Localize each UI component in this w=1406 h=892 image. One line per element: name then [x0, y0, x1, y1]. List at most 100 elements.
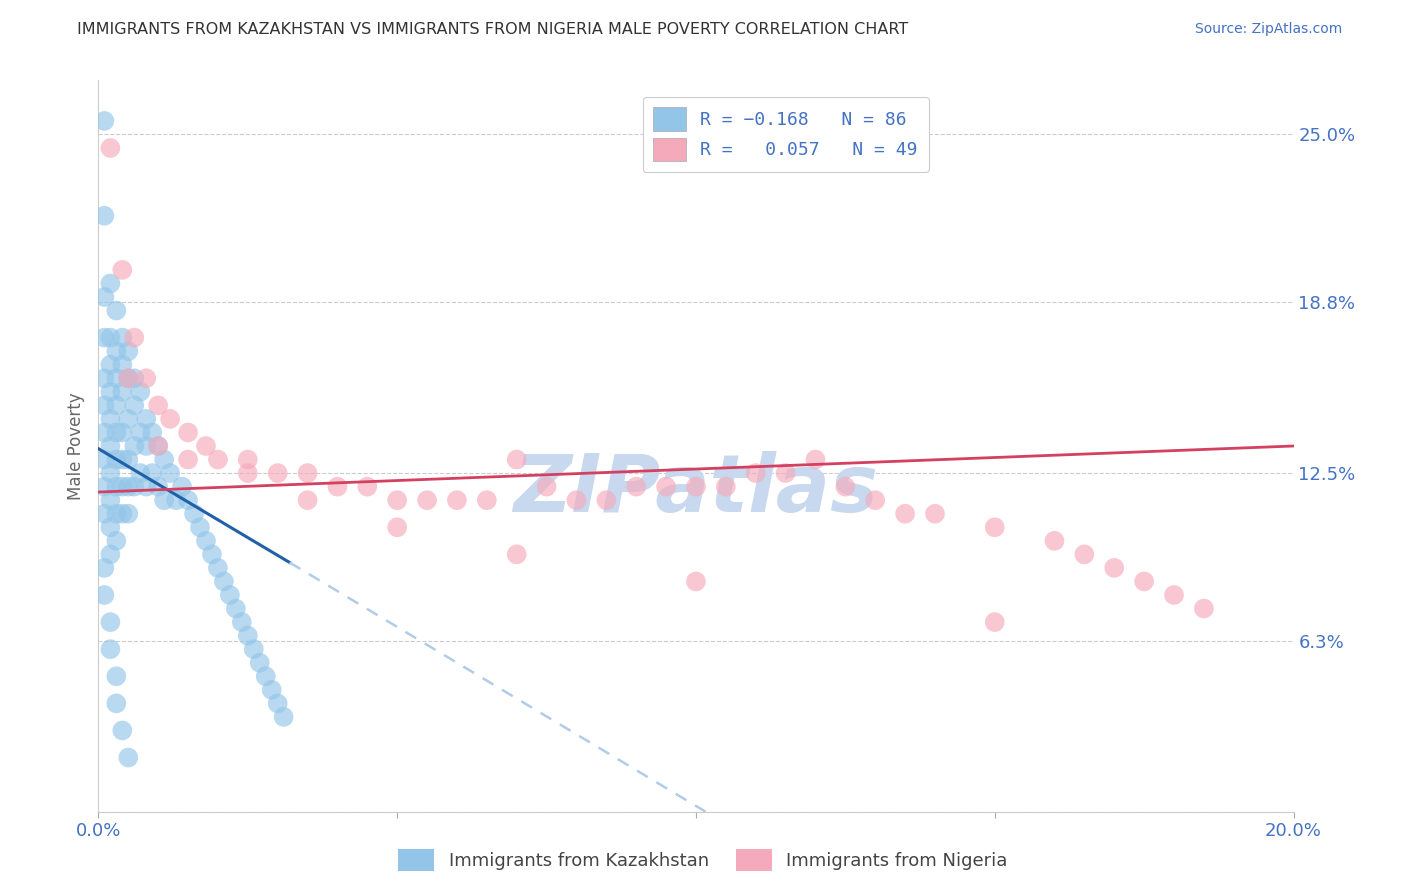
Point	[98, 493, 122, 508]
Point	[655, 480, 678, 494]
Point	[207, 452, 229, 467]
Point	[117, 412, 139, 426]
Point	[148, 480, 170, 494]
Point	[148, 439, 170, 453]
Text: IMMIGRANTS FROM KAZAKHSTAN VS IMMIGRANTS FROM NIGERIA MALE POVERTY CORRELATION C: IMMIGRANTS FROM KAZAKHSTAN VS IMMIGRANTS…	[77, 22, 908, 37]
Point	[165, 493, 187, 508]
Point	[105, 371, 128, 385]
Point	[159, 412, 181, 426]
Point	[105, 303, 128, 318]
Point	[93, 209, 115, 223]
Point	[129, 384, 152, 399]
Point	[93, 331, 115, 345]
Point	[124, 371, 146, 385]
Point	[98, 466, 122, 480]
Point	[93, 114, 115, 128]
Point	[105, 669, 128, 683]
Point	[1192, 601, 1215, 615]
Point	[804, 452, 827, 467]
Point	[565, 493, 588, 508]
Point	[865, 493, 887, 508]
Point	[177, 493, 200, 508]
Point	[446, 493, 468, 508]
Point	[98, 615, 122, 629]
Point	[1043, 533, 1066, 548]
Point	[105, 398, 128, 412]
Point	[117, 480, 139, 494]
Point	[124, 331, 146, 345]
Point	[111, 425, 134, 440]
Point	[236, 466, 259, 480]
Point	[98, 384, 122, 399]
Point	[297, 466, 319, 480]
Point	[1073, 547, 1095, 561]
Point	[201, 547, 224, 561]
Point	[98, 520, 122, 534]
Legend: R = −0.168   N = 86, R =   0.057   N = 49: R = −0.168 N = 86, R = 0.057 N = 49	[643, 96, 928, 172]
Point	[135, 480, 157, 494]
Point	[267, 697, 290, 711]
Point	[124, 398, 146, 412]
Text: ZIPatlas: ZIPatlas	[513, 450, 879, 529]
Point	[111, 452, 134, 467]
Point	[195, 439, 218, 453]
Point	[172, 480, 194, 494]
Point	[124, 439, 146, 453]
Point	[98, 277, 122, 291]
Point	[98, 141, 122, 155]
Point	[98, 331, 122, 345]
Point	[129, 425, 152, 440]
Point	[111, 358, 134, 372]
Point	[93, 561, 115, 575]
Point	[105, 533, 128, 548]
Point	[93, 290, 115, 304]
Point	[93, 371, 115, 385]
Point	[124, 480, 146, 494]
Point	[254, 669, 277, 683]
Point	[212, 574, 235, 589]
Point	[984, 615, 1007, 629]
Point	[117, 750, 139, 764]
Point	[1104, 561, 1126, 575]
Point	[177, 452, 200, 467]
Point	[105, 425, 128, 440]
Point	[153, 493, 176, 508]
Point	[93, 425, 115, 440]
Point	[98, 439, 122, 453]
Point	[273, 710, 295, 724]
Point	[775, 466, 797, 480]
Point	[225, 601, 247, 615]
Point	[297, 493, 319, 508]
Point	[98, 412, 122, 426]
Point	[243, 642, 266, 657]
Point	[834, 480, 856, 494]
Point	[1163, 588, 1185, 602]
Point	[626, 480, 648, 494]
Point	[385, 520, 409, 534]
Point	[894, 507, 917, 521]
Point	[595, 493, 617, 508]
Point	[745, 466, 768, 480]
Point	[536, 480, 558, 494]
Point	[249, 656, 271, 670]
Point	[105, 452, 128, 467]
Point	[714, 480, 737, 494]
Point	[385, 493, 409, 508]
Point	[231, 615, 253, 629]
Point	[475, 493, 498, 508]
Point	[188, 520, 211, 534]
Text: Source: ZipAtlas.com: Source: ZipAtlas.com	[1195, 22, 1343, 37]
Point	[207, 561, 229, 575]
Point	[98, 642, 122, 657]
Point	[93, 480, 115, 494]
Point	[141, 466, 163, 480]
Point	[924, 507, 946, 521]
Legend: Immigrants from Kazakhstan, Immigrants from Nigeria: Immigrants from Kazakhstan, Immigrants f…	[391, 842, 1015, 879]
Point	[260, 682, 283, 697]
Point	[98, 547, 122, 561]
Point	[129, 466, 152, 480]
Point	[111, 480, 134, 494]
Point	[117, 452, 139, 467]
Point	[219, 588, 242, 602]
Point	[117, 371, 139, 385]
